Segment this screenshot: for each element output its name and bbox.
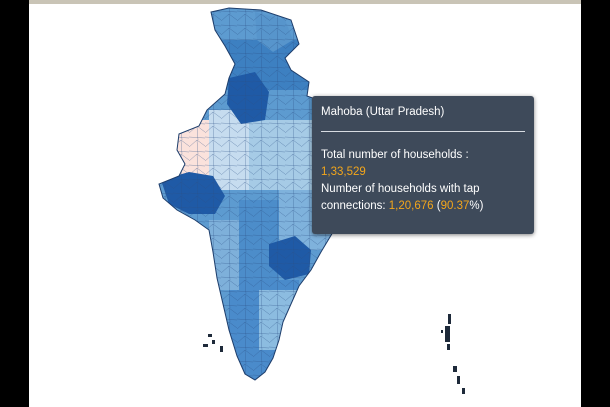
district-tooltip: Mahoba (Uttar Pradesh) Total number of h… [312,96,534,234]
close-paren: %) [469,200,484,212]
tap-households-label: Number of households with tap [321,183,480,195]
total-households-label: Total number of households : [321,149,469,161]
tap-households-label-2: connections: [321,200,386,212]
tap-percent-value: 90.37 [440,200,470,212]
lakshadweep-islands [203,334,223,352]
india-district-map[interactable] [29,0,581,407]
tooltip-divider [321,131,525,132]
open-paren: ( [436,200,441,212]
tap-households-row: connections: 1,20,676 (90.37%) [321,198,525,215]
total-households-value: 1,33,529 [321,166,366,178]
tap-households-value: 1,20,676 [388,200,434,212]
tooltip-title: Mahoba (Uttar Pradesh) [321,106,445,118]
andaman-nicobar-islands [441,314,465,394]
map-panel: Mahoba (Uttar Pradesh) Total number of h… [29,0,581,407]
top-border [29,0,581,4]
